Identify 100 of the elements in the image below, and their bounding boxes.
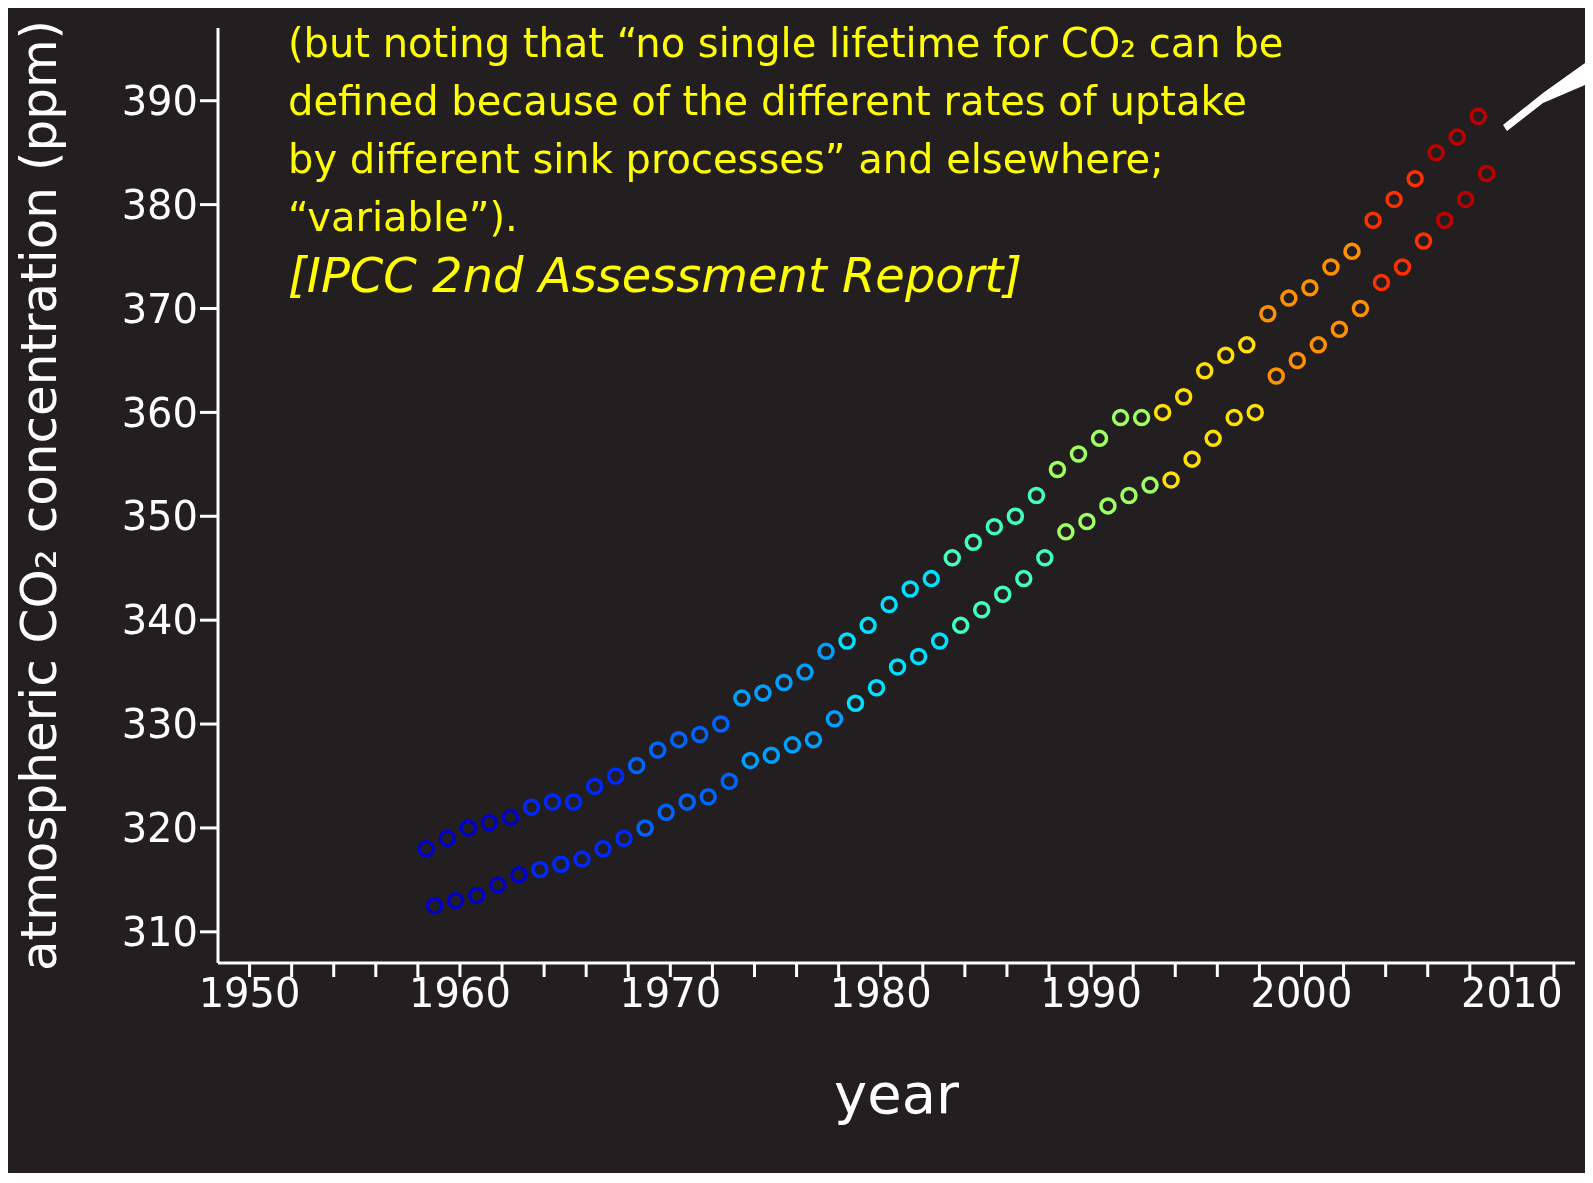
x-tick-label: 1990 <box>1040 970 1143 1017</box>
point <box>564 793 583 811</box>
point <box>1069 445 1088 463</box>
point <box>501 808 520 827</box>
x-tick-label: 2010 <box>1460 970 1563 1017</box>
point <box>1322 258 1340 276</box>
point <box>1385 190 1403 209</box>
point <box>1448 128 1466 146</box>
x-tick-label: 2000 <box>1250 970 1353 1017</box>
point <box>775 673 793 692</box>
point <box>1427 143 1445 162</box>
point <box>1195 362 1214 380</box>
point <box>720 772 738 790</box>
point <box>1330 320 1349 339</box>
point <box>783 736 802 754</box>
point <box>1027 486 1046 505</box>
point <box>754 684 772 702</box>
point <box>1288 351 1307 370</box>
point <box>796 663 814 681</box>
point <box>1280 289 1298 307</box>
point <box>1267 367 1285 385</box>
point <box>1111 408 1130 427</box>
point <box>522 798 541 816</box>
point <box>1057 523 1075 541</box>
point <box>1174 388 1193 406</box>
point <box>1477 164 1496 183</box>
point <box>888 658 907 676</box>
point <box>1246 403 1264 422</box>
point <box>670 730 688 749</box>
point <box>480 814 499 832</box>
point <box>648 741 667 759</box>
point <box>1364 211 1382 229</box>
point <box>1343 242 1361 261</box>
point <box>985 517 1004 536</box>
point <box>1120 486 1138 505</box>
point <box>846 694 865 713</box>
point <box>859 616 877 635</box>
point <box>1078 512 1096 531</box>
point <box>1217 346 1235 364</box>
y-tick-label: 310 <box>121 909 198 956</box>
point <box>741 751 760 770</box>
point <box>838 632 856 650</box>
point <box>1006 507 1025 526</box>
annotation: [IPCC 2nd Assessment Report] <box>288 246 1023 304</box>
point <box>1132 408 1151 427</box>
point <box>1351 299 1370 318</box>
point <box>1048 460 1067 479</box>
point <box>880 595 898 614</box>
point <box>1141 476 1159 494</box>
annotation: (but noting that “no single lifetime for CO₂ can be defined because of the different rates of uptake by different sink processes” and elsewhere; “variable”). <box>288 19 1285 242</box>
y-tick-label: 390 <box>121 77 198 124</box>
point <box>510 865 528 884</box>
y-tick-label: 350 <box>121 493 198 540</box>
x-tick-label: 1950 <box>198 970 301 1017</box>
point <box>1204 429 1222 448</box>
point <box>615 829 633 848</box>
point <box>657 803 675 822</box>
point <box>1393 258 1412 276</box>
point <box>1238 336 1256 354</box>
point <box>636 819 654 837</box>
point <box>459 819 478 837</box>
point <box>922 569 940 588</box>
x-tick-label: 1980 <box>829 970 932 1017</box>
point <box>1414 232 1433 250</box>
point <box>678 793 696 811</box>
point <box>573 850 591 868</box>
point <box>1153 403 1172 422</box>
point <box>733 689 751 707</box>
point <box>425 897 444 915</box>
point <box>606 767 625 785</box>
y-tick-label: 360 <box>121 389 198 436</box>
point <box>1015 569 1033 588</box>
point <box>1162 471 1180 489</box>
point <box>1469 107 1487 126</box>
point <box>1309 336 1328 354</box>
point <box>1435 211 1454 229</box>
point <box>531 860 549 879</box>
point <box>1225 408 1243 427</box>
point <box>1099 497 1117 515</box>
point <box>1301 278 1319 297</box>
point <box>543 793 562 811</box>
point <box>943 549 961 567</box>
y-axis-title: atmospheric CO₂ concentration (ppm) <box>9 19 68 972</box>
point <box>909 647 928 666</box>
point <box>468 886 486 905</box>
point <box>1259 304 1277 323</box>
x-tick-label: 1960 <box>409 970 511 1017</box>
point <box>712 715 730 733</box>
point <box>552 855 570 874</box>
point <box>1036 549 1054 567</box>
point <box>585 777 604 796</box>
point <box>627 756 646 775</box>
y-tick-label: 320 <box>121 805 198 852</box>
point <box>438 829 457 848</box>
point <box>994 585 1012 603</box>
y-tick-label: 380 <box>121 181 198 228</box>
point <box>817 642 835 661</box>
point <box>1372 273 1391 292</box>
point <box>1183 450 1201 468</box>
point <box>1090 429 1109 448</box>
